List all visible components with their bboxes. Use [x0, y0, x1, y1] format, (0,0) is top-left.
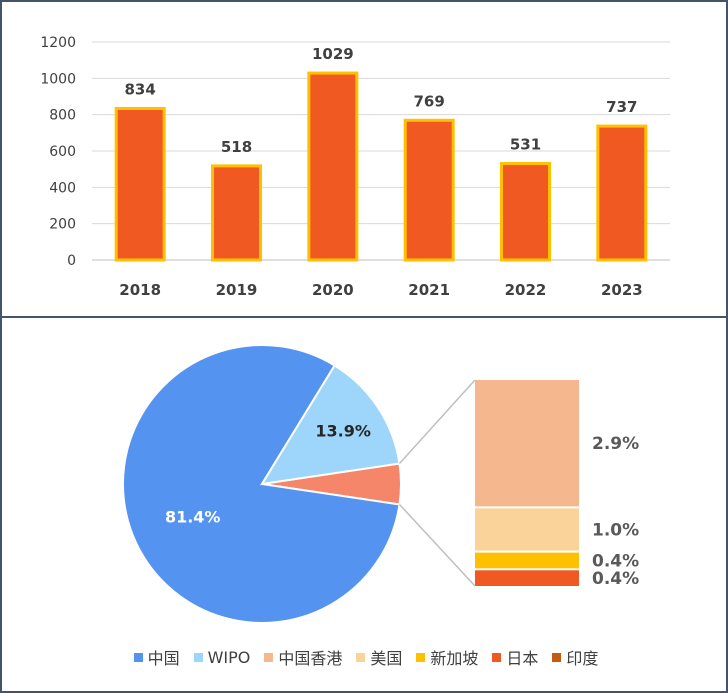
bar-data-label: 834 — [125, 80, 156, 98]
legend-swatch — [193, 652, 203, 662]
y-tick-label: 1200 — [40, 35, 76, 51]
pie-legend: 中国 WIPO 中国香港 美国 新加坡 日本 印度 — [2, 644, 728, 670]
y-tick-label: 0 — [67, 253, 76, 269]
x-tick-label: 2019 — [216, 281, 258, 299]
legend-item: 中国 — [133, 645, 180, 669]
legend-swatch — [416, 652, 426, 662]
legend-item: 新加坡 — [416, 645, 478, 669]
legend-item: WIPO — [193, 647, 251, 667]
pie-slice-label: 81.4% — [165, 507, 221, 526]
x-tick-label: 2018 — [119, 281, 161, 299]
bar-2020 — [307, 71, 359, 262]
x-tick-label: 2023 — [601, 281, 643, 299]
bar-2023 — [596, 124, 648, 262]
legend-item: 印度 — [552, 645, 598, 669]
legend-label: 美国 — [370, 649, 403, 668]
pie-chart-panel: 81.4% 13.9% 2.9% 1.0% 0.4% 0.4% 中国 WIPO 中国香港 美国 新… — [0, 316, 728, 693]
x-tick-label: 2022 — [505, 281, 547, 299]
y-tick-label: 400 — [49, 180, 76, 196]
connector-line — [398, 379, 476, 465]
breakout-label: 2.9% — [592, 434, 639, 454]
legend-label: 中国香港 — [278, 649, 343, 668]
breakout-segment-日本 — [475, 570, 579, 586]
breakout-label: 0.4% — [592, 569, 639, 589]
bar-2018 — [114, 106, 166, 262]
bar-data-label: 531 — [510, 136, 541, 154]
pie-slice-WIPO — [260, 364, 401, 486]
legend-label: 印度 — [566, 649, 599, 668]
legend-swatch — [492, 652, 502, 662]
bar-data-label: 769 — [414, 92, 445, 110]
y-tick-label: 1000 — [40, 71, 76, 87]
bar-data-label: 1029 — [312, 45, 354, 63]
bar-data-label: 518 — [221, 138, 252, 156]
breakout-label: 0.4% — [592, 551, 639, 571]
bar-chart-panel: 0 200 400 600 800 1000 1200 834 2018 518 2019 1029 2… — [0, 0, 728, 318]
legend-item: 日本 — [492, 645, 538, 669]
bar-chart: 0 200 400 600 800 1000 1200 834 2018 518 2019 1029 2… — [40, 35, 670, 299]
breakout-segment-新加坡 — [475, 552, 579, 569]
legend-swatch — [356, 652, 366, 662]
connector-line — [398, 503, 476, 587]
legend-swatch — [264, 652, 274, 662]
breakout-label: 1.0% — [592, 520, 639, 540]
bar-data-label: 737 — [606, 98, 637, 116]
breakout-segment-中国香港 — [475, 380, 579, 507]
x-tick-label: 2021 — [408, 281, 450, 299]
y-tick-label: 800 — [49, 108, 76, 124]
bar-2019 — [211, 164, 262, 262]
legend-swatch — [133, 652, 143, 662]
y-tick-label: 200 — [49, 217, 76, 233]
breakout-segment-美国 — [475, 508, 579, 551]
y-tick-label: 600 — [49, 144, 76, 160]
legend-label: 中国 — [147, 649, 180, 668]
legend-label: WIPO — [207, 647, 251, 667]
bar-of-pie-chart: 81.4% 13.9% 2.9% 1.0% 0.4%0.4% — [122, 344, 639, 624]
bar-2021 — [403, 118, 455, 262]
pie-slice-label: 13.9% — [315, 421, 371, 440]
x-tick-label: 2020 — [312, 281, 354, 299]
legend-item: 美国 — [356, 645, 402, 669]
legend-label: 新加坡 — [430, 649, 479, 668]
legend-swatch — [552, 652, 562, 662]
legend-label: 日本 — [506, 649, 539, 668]
legend-item: 中国香港 — [264, 645, 342, 669]
bar-2022 — [500, 162, 551, 262]
